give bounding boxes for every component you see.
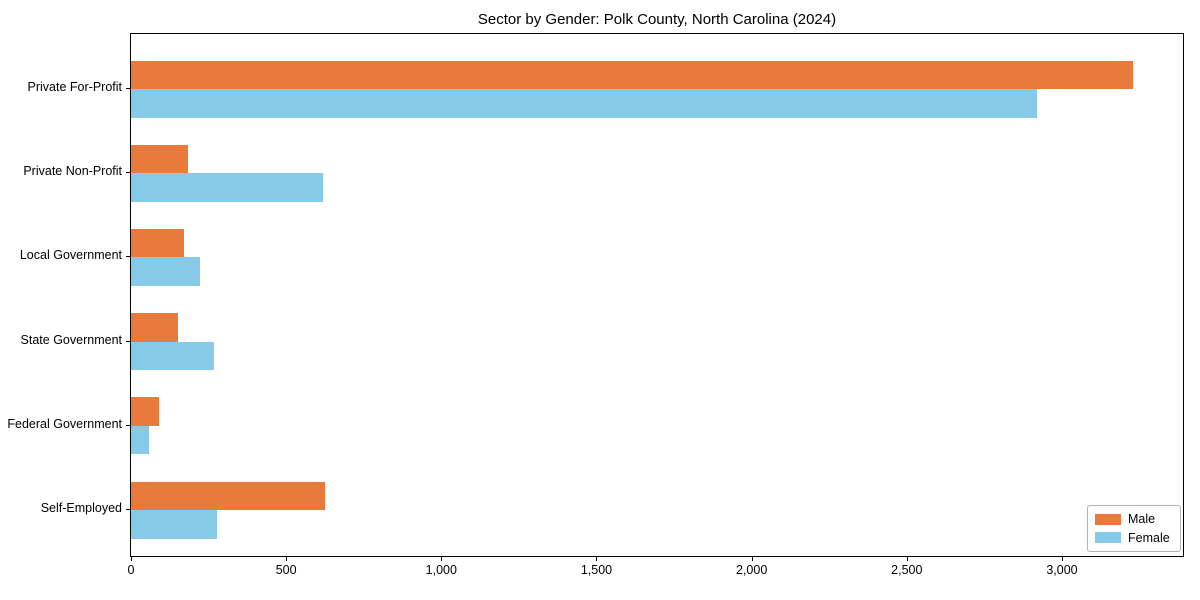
- legend-label: Female: [1128, 530, 1170, 545]
- bar-female-1: [131, 173, 324, 202]
- bar-male-0: [131, 60, 1134, 89]
- bar-male-5: [131, 481, 325, 510]
- bar-female-4: [131, 425, 149, 455]
- x-tick-label: 3,000: [1046, 563, 1078, 577]
- x-tick-label: 1,500: [580, 563, 613, 577]
- legend-entry-female: Female: [1095, 531, 1173, 545]
- x-tick-label: 500: [275, 563, 297, 577]
- legend-swatch-female: [1095, 532, 1121, 544]
- legend-swatch-male: [1095, 513, 1121, 525]
- chart-title: Sector by Gender: Polk County, North Car…: [477, 11, 837, 28]
- x-tick-label: 2,000: [736, 563, 768, 577]
- y-tick-mark: [126, 88, 130, 89]
- bar-female-5: [131, 510, 218, 539]
- legend-label: Male: [1128, 512, 1156, 527]
- y-tick-label: State Government: [20, 332, 122, 347]
- bar-male-2: [131, 228, 184, 258]
- bar-male-1: [131, 144, 189, 174]
- bar-female-3: [131, 341, 215, 371]
- bar-male-4: [131, 397, 159, 426]
- y-tick-label: Local Government: [19, 248, 122, 263]
- x-tick-mark: [131, 557, 132, 561]
- x-tick-mark: [1061, 557, 1063, 561]
- bar-female-0: [131, 89, 1038, 118]
- x-tick-mark: [286, 557, 288, 561]
- x-tick-mark: [751, 557, 753, 561]
- bar-female-2: [131, 257, 200, 286]
- x-tick-label: 1,000: [425, 563, 457, 577]
- x-tick-label: 2,500: [891, 563, 923, 577]
- y-tick-mark: [126, 172, 130, 174]
- x-tick-mark: [596, 557, 598, 561]
- x-tick-mark: [441, 557, 443, 561]
- x-tick-mark: [906, 557, 908, 561]
- legend-entry-male: Male: [1095, 512, 1173, 526]
- y-tick-label: Federal Government: [7, 416, 122, 431]
- y-tick-mark: [126, 424, 130, 426]
- legend: Male Female: [1087, 505, 1181, 552]
- plot-area: [130, 33, 1184, 557]
- y-tick-label: Private Non-Profit: [23, 164, 122, 179]
- y-tick-mark: [126, 256, 130, 258]
- y-tick-label: Self-Employed: [40, 501, 122, 515]
- y-tick-mark: [126, 340, 130, 342]
- y-tick-label: Private For-Profit: [27, 80, 122, 94]
- bar-male-3: [131, 313, 178, 342]
- y-tick-mark: [126, 509, 130, 510]
- x-tick-label: 0: [127, 563, 135, 577]
